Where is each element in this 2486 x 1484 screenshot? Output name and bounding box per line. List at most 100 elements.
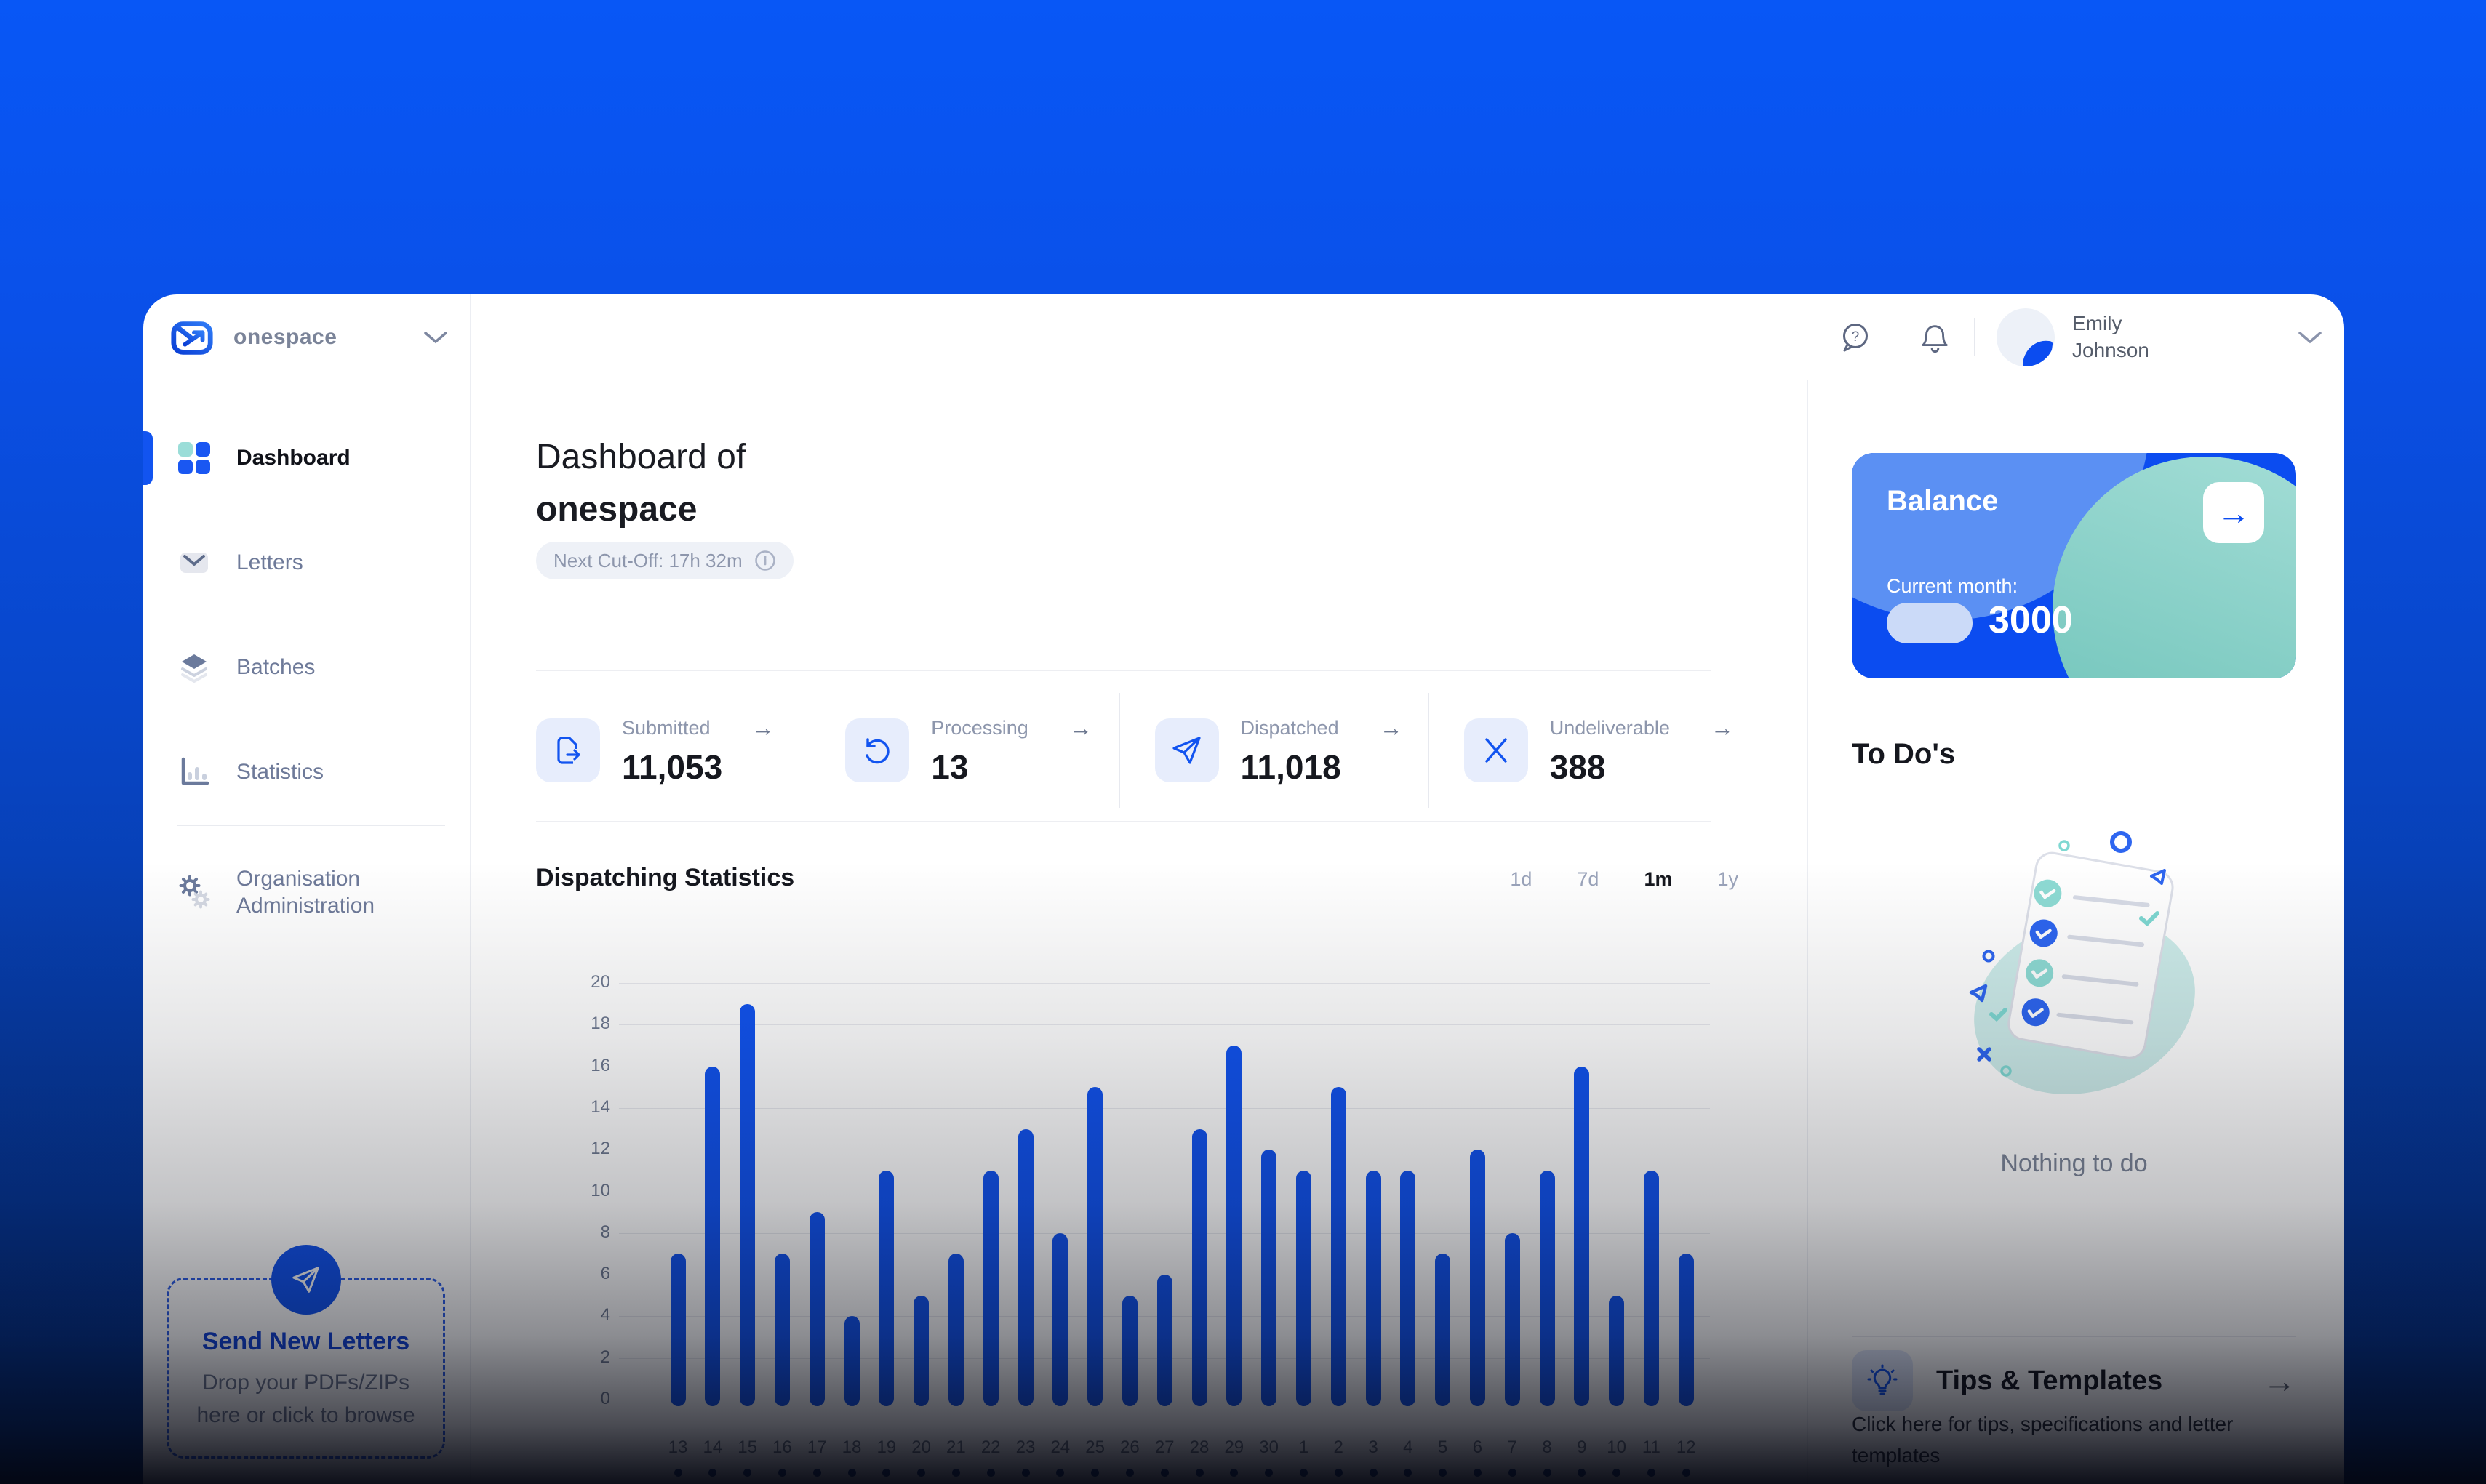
- tips-subtitle: Click here for tips, specifications and …: [1852, 1413, 2234, 1467]
- lightbulb-icon-wrap: [1852, 1350, 1913, 1411]
- chart-bar: [1330, 1087, 1346, 1406]
- x-axis-marker-dot: [1056, 1469, 1065, 1477]
- x-axis-marker-dot: [1021, 1469, 1030, 1477]
- chart-bar: [948, 1254, 964, 1406]
- stat-label: Processing: [931, 716, 1028, 739]
- range-7d[interactable]: 7d: [1577, 868, 1599, 890]
- range-1y[interactable]: 1y: [1717, 868, 1738, 890]
- layers-icon: [177, 650, 212, 685]
- help-button[interactable]: ?: [1838, 320, 1873, 355]
- x-axis-marker-dot: [1404, 1469, 1412, 1477]
- x-axis-marker-dot: [1230, 1469, 1239, 1477]
- send-letters-dropzone[interactable]: Send New Letters Drop your PDFs/ZIPs her…: [167, 1245, 445, 1459]
- sidebar-item-batches[interactable]: Batches: [143, 641, 470, 694]
- x-axis-tick-label: 12: [1676, 1437, 1696, 1457]
- arrow-right-icon[interactable]: →: [1710, 714, 1734, 741]
- main-panel: Dashboard of onespace Next Cut-Off: 17h …: [471, 380, 1807, 1484]
- stat-value: 11,053: [622, 747, 723, 786]
- avatar[interactable]: [1997, 308, 2055, 366]
- sidebar-item-dashboard[interactable]: Dashboard: [143, 431, 470, 485]
- header-divider: [1974, 318, 1975, 356]
- x-axis-marker-dot: [986, 1469, 995, 1477]
- y-axis-tick-label: 2: [600, 1347, 610, 1367]
- chart-bar: [914, 1295, 930, 1406]
- page-title: Dashboard of onespace: [536, 431, 746, 536]
- chart-bar: [879, 1170, 895, 1406]
- sidebar-item-label: Organisation Administration: [236, 866, 375, 918]
- arrow-right-icon[interactable]: →: [751, 714, 775, 741]
- x-axis-marker-dot: [708, 1469, 717, 1477]
- chart-bar: [670, 1254, 686, 1406]
- x-axis-marker-dot: [1265, 1469, 1274, 1477]
- x-axis-marker-dot: [1578, 1469, 1586, 1477]
- chart-header: Dispatching Statistics 1d 7d 1m 1y: [536, 864, 1738, 892]
- balance-arrow-button[interactable]: →: [2203, 482, 2264, 543]
- info-icon[interactable]: [754, 550, 776, 571]
- right-panel: Balance → Current month: 3000 To Do's: [1807, 380, 2344, 1484]
- document-out-icon: [536, 718, 600, 782]
- app-window: onespace ?: [143, 294, 2344, 1484]
- brand-name: onespace: [233, 324, 337, 349]
- svg-text:?: ?: [1852, 329, 1860, 345]
- stat-label: Undeliverable: [1549, 716, 1670, 739]
- x-axis-marker-dot: [778, 1469, 786, 1477]
- chart-bar: [1469, 1150, 1485, 1406]
- balance-card: Balance → Current month: 3000: [1852, 453, 2296, 678]
- x-axis-marker-dot: [951, 1469, 960, 1477]
- sidebar-item-statistics[interactable]: Statistics: [143, 745, 470, 799]
- x-axis-marker-dot: [1334, 1469, 1343, 1477]
- stat-submitted: Submitted → 11,053: [536, 693, 810, 808]
- chart-bar: [740, 1003, 756, 1406]
- y-axis-tick-label: 10: [591, 1180, 610, 1200]
- chart-bar: [1087, 1087, 1103, 1406]
- x-axis-marker-dot: [1369, 1469, 1378, 1477]
- content-row: Dashboard Letters Batches Statistics Org…: [143, 380, 2344, 1484]
- stat-label: Dispatched: [1240, 716, 1339, 739]
- divider: [536, 670, 1711, 671]
- arrow-right-icon[interactable]: →: [1068, 714, 1092, 741]
- tips-templates-link[interactable]: Tips & Templates →: [1852, 1350, 2296, 1411]
- chart-bar: [844, 1316, 860, 1406]
- balance-credit-pill: [1887, 603, 1973, 643]
- arrow-right-icon[interactable]: →: [1379, 714, 1403, 741]
- y-axis-tick-label: 20: [591, 972, 610, 992]
- chart-bar: [1643, 1170, 1659, 1406]
- chart-bar: [1156, 1275, 1172, 1406]
- send-letters-button[interactable]: [271, 1245, 341, 1315]
- x-icon: [1463, 718, 1528, 782]
- chart-bar: [1400, 1170, 1416, 1406]
- chart-bar: [1261, 1150, 1277, 1406]
- x-axis-marker-dot: [1682, 1469, 1690, 1477]
- bell-icon: [1922, 324, 1948, 353]
- chart-bar: [1539, 1170, 1555, 1406]
- todos-empty-text: Nothing to do: [2000, 1150, 2148, 1177]
- chart-bar: [1226, 1045, 1242, 1406]
- x-axis-marker-dot: [1508, 1469, 1516, 1477]
- y-axis-tick-label: 0: [600, 1389, 610, 1408]
- x-axis-marker-dot: [882, 1469, 891, 1477]
- range-1d[interactable]: 1d: [1510, 868, 1532, 890]
- sidebar-item-organisation-administration[interactable]: Organisation Administration: [143, 854, 470, 930]
- chart-bar: [1365, 1170, 1381, 1406]
- chevron-down-icon[interactable]: [423, 330, 448, 345]
- sidebar: Dashboard Letters Batches Statistics Org…: [143, 380, 471, 1484]
- balance-amount: 3000: [1989, 599, 2073, 641]
- y-axis-tick-label: 16: [591, 1055, 610, 1075]
- page-title-org: onespace: [536, 490, 698, 529]
- range-1m[interactable]: 1m: [1644, 868, 1673, 890]
- x-axis-marker-dot: [1299, 1469, 1308, 1477]
- chart-bar: [774, 1254, 790, 1406]
- user-menu-chevron-icon[interactable]: [2298, 330, 2322, 345]
- org-switcher[interactable]: onespace: [143, 294, 471, 380]
- x-axis-marker-dot: [1647, 1469, 1655, 1477]
- notifications-button[interactable]: [1917, 320, 1952, 355]
- chart-bar: [1504, 1232, 1520, 1406]
- sidebar-item-label: Statistics: [236, 760, 324, 785]
- x-axis-marker-dot: [1439, 1469, 1447, 1477]
- x-axis-marker-dot: [917, 1469, 926, 1477]
- x-axis-marker-dot: [1160, 1469, 1169, 1477]
- sidebar-item-letters[interactable]: Letters: [143, 536, 470, 590]
- x-axis-marker-dot: [1125, 1469, 1134, 1477]
- y-axis-tick-label: 14: [591, 1096, 610, 1117]
